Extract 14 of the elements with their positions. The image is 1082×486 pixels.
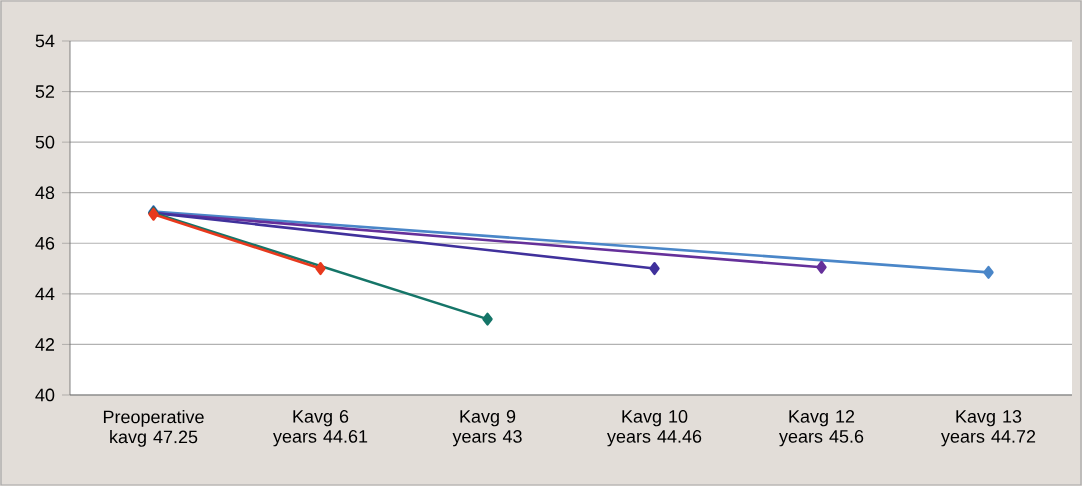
x-tick-label: Kavg 12 years 45.6 bbox=[779, 410, 864, 447]
y-tick-label: 48 bbox=[35, 186, 55, 200]
y-tick-label: 44 bbox=[35, 287, 55, 301]
y-tick-label: 52 bbox=[35, 85, 55, 98]
y-tick-label: 54 bbox=[35, 34, 55, 48]
y-tick-label: 46 bbox=[35, 236, 55, 250]
x-tick-label: Kavg 9 years 43 bbox=[452, 410, 522, 447]
x-tick-label: Preoperative kavg 47.25 bbox=[103, 410, 204, 447]
y-tick-label: 50 bbox=[35, 135, 55, 149]
y-tick-label: 42 bbox=[35, 338, 55, 351]
x-tick-label: Kavg 6 years 44.61 bbox=[273, 410, 368, 447]
x-tick-label: Kavg 13 years 44.72 bbox=[940, 410, 1036, 447]
y-tick-label: 40 bbox=[35, 388, 55, 402]
x-tick-label: Kavg 10 years 44.46 bbox=[607, 410, 702, 447]
